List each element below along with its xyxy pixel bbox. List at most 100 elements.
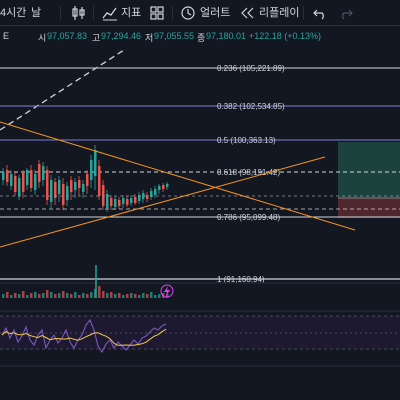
rsi-band-background: [0, 316, 400, 349]
open-value: 97,057.83: [47, 31, 88, 41]
low-label: 저: [145, 33, 154, 43]
symbol-fragment[interactable]: E: [3, 31, 10, 41]
candle-body: [142, 193, 145, 199]
candle-body: [130, 198, 133, 203]
volume-bar: [106, 293, 109, 298]
compare-symbols-icon[interactable]: [71, 4, 87, 22]
indicators-icon: [102, 7, 117, 21]
volume-bar: [86, 294, 89, 298]
candle-body: [50, 180, 53, 202]
volume-bar: [26, 295, 29, 298]
change-value: +122.18 (+0.13%): [249, 31, 322, 41]
volume-bar: [90, 292, 93, 298]
toolbar-divider: [303, 6, 304, 20]
toolbar-divider: [172, 6, 173, 20]
volume-bar: [34, 292, 37, 298]
candle-body: [138, 195, 141, 201]
volume-bar: [98, 286, 101, 298]
candle-body: [74, 182, 77, 190]
candle-body: [30, 170, 33, 188]
candle-body: [26, 170, 29, 185]
volume-bar: [110, 292, 113, 298]
candlestick-series: [2, 145, 169, 212]
candle-body: [86, 174, 89, 186]
high-label: 고: [92, 33, 101, 43]
candle-body: [18, 178, 21, 196]
volume-bar: [38, 294, 41, 298]
candle-body: [14, 176, 17, 192]
volume-bar: [134, 294, 137, 298]
redo-icon[interactable]: [339, 4, 353, 22]
candle-body: [102, 185, 105, 206]
descending-trendline[interactable]: [0, 121, 356, 231]
close-value: 97,180.01: [206, 31, 247, 41]
candle-body: [66, 186, 69, 200]
candle-body: [34, 174, 37, 190]
volume-bar: [158, 294, 161, 298]
candle-body: [150, 191, 153, 197]
candle-body: [126, 199, 129, 205]
volume-bar: [10, 295, 13, 298]
volume-bar: [50, 292, 53, 298]
indicators-button[interactable]: [101, 4, 119, 22]
fib-level-label: 0.236 (105,221.89): [217, 64, 285, 73]
candle-body: [2, 172, 5, 180]
candle-body: [70, 180, 73, 192]
volume-bar: [6, 292, 9, 298]
volume-bar: [46, 290, 49, 298]
low-value: 97,055.55: [154, 31, 195, 41]
candle-body: [110, 198, 113, 206]
candle-body: [38, 164, 41, 182]
volume-bar: [18, 294, 21, 298]
volume-bar: [154, 295, 157, 298]
price-chart[interactable]: 0.236 (105,221.89) 0.382 (102,534.85) 0.5 …: [0, 49, 400, 400]
open-label: 시: [38, 33, 47, 43]
fib-level-label: 0.382 (102,534.85): [217, 102, 285, 111]
candle-body: [62, 184, 65, 205]
candle-body: [10, 174, 13, 186]
alert-clock-icon: [181, 6, 195, 20]
layout-grid-icon[interactable]: [150, 4, 164, 22]
ascending-trendline[interactable]: [0, 156, 326, 248]
volume-bar: [126, 294, 129, 298]
volume-series: [2, 265, 169, 298]
candle-body: [146, 195, 149, 199]
volume-bar: [62, 291, 65, 298]
candle-body: [90, 160, 93, 180]
rsi-line: [1, 318, 167, 354]
indicators-label[interactable]: 지표: [121, 7, 142, 19]
candle-body: [54, 182, 57, 198]
alert-button[interactable]: [180, 4, 196, 22]
candle-body: [22, 173, 25, 192]
alert-bolt-icon[interactable]: [160, 284, 174, 298]
toolbar-divider: [93, 6, 94, 20]
fib-level-label: 1 (91,160.94): [217, 275, 265, 284]
candle-body: [134, 197, 137, 203]
volume-bar: [118, 293, 121, 298]
interval-option[interactable]: 날: [31, 7, 42, 19]
long-position-stop-zone[interactable]: [338, 198, 400, 218]
volume-bar: [142, 293, 145, 298]
replay-icon: [241, 7, 254, 19]
replay-label[interactable]: 리플레이: [259, 7, 300, 19]
volume-bar: [122, 295, 125, 298]
volume-bar: [138, 295, 141, 298]
candle-body: [46, 170, 49, 200]
alert-label[interactable]: 얼러트: [200, 7, 231, 19]
candle-body: [162, 185, 165, 189]
volume-bar: [42, 293, 45, 298]
volume-bar: [70, 294, 73, 298]
candle-body: [78, 180, 81, 188]
fib-retracement[interactable]: 0.236 (105,221.89) 0.382 (102,534.85) 0.5 …: [0, 64, 400, 284]
candle-body: [122, 198, 125, 204]
long-position-profit-zone[interactable]: [338, 142, 400, 198]
interval-label[interactable]: 4시간: [0, 7, 27, 19]
volume-bar: [74, 292, 77, 298]
volume-bar: [22, 291, 25, 298]
replay-button[interactable]: [240, 4, 256, 22]
volume-bar: [54, 294, 57, 298]
volume-bar: [82, 293, 85, 298]
top-toolbar: 4시간 날 지표 얼러트: [0, 0, 400, 26]
projection-dashed-line[interactable]: [0, 49, 155, 131]
undo-icon[interactable]: [313, 4, 327, 22]
